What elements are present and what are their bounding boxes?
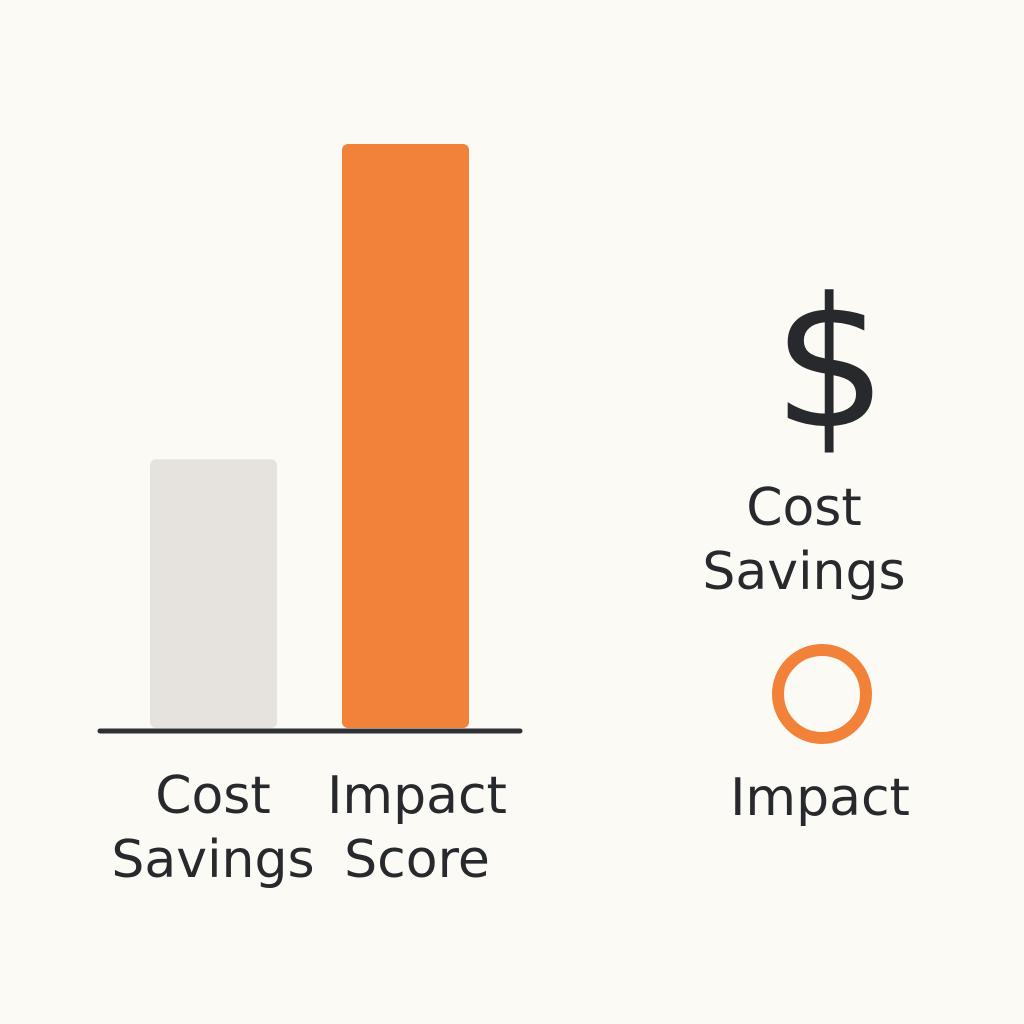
- legend-label-cost-savings: Cost Savings: [664, 476, 944, 604]
- category-label-line: Cost: [155, 766, 271, 826]
- category-label-line: Score: [344, 830, 490, 890]
- legend-label-line: Impact: [730, 768, 910, 828]
- category-label-cost-savings: Cost Savings: [103, 764, 323, 892]
- dollar-icon: $: [772, 260, 888, 469]
- category-label-impact-score: Impact Score: [307, 764, 527, 892]
- ring-icon: [772, 644, 872, 744]
- legend-label-line: Savings: [702, 542, 906, 602]
- legend-label-line: Cost: [746, 478, 862, 538]
- legend-label-impact: Impact: [680, 766, 960, 830]
- category-label-line: Savings: [111, 830, 315, 890]
- bar-impact-score: [342, 144, 469, 728]
- bar-cost-savings: [150, 459, 277, 728]
- category-label-line: Impact: [327, 766, 507, 826]
